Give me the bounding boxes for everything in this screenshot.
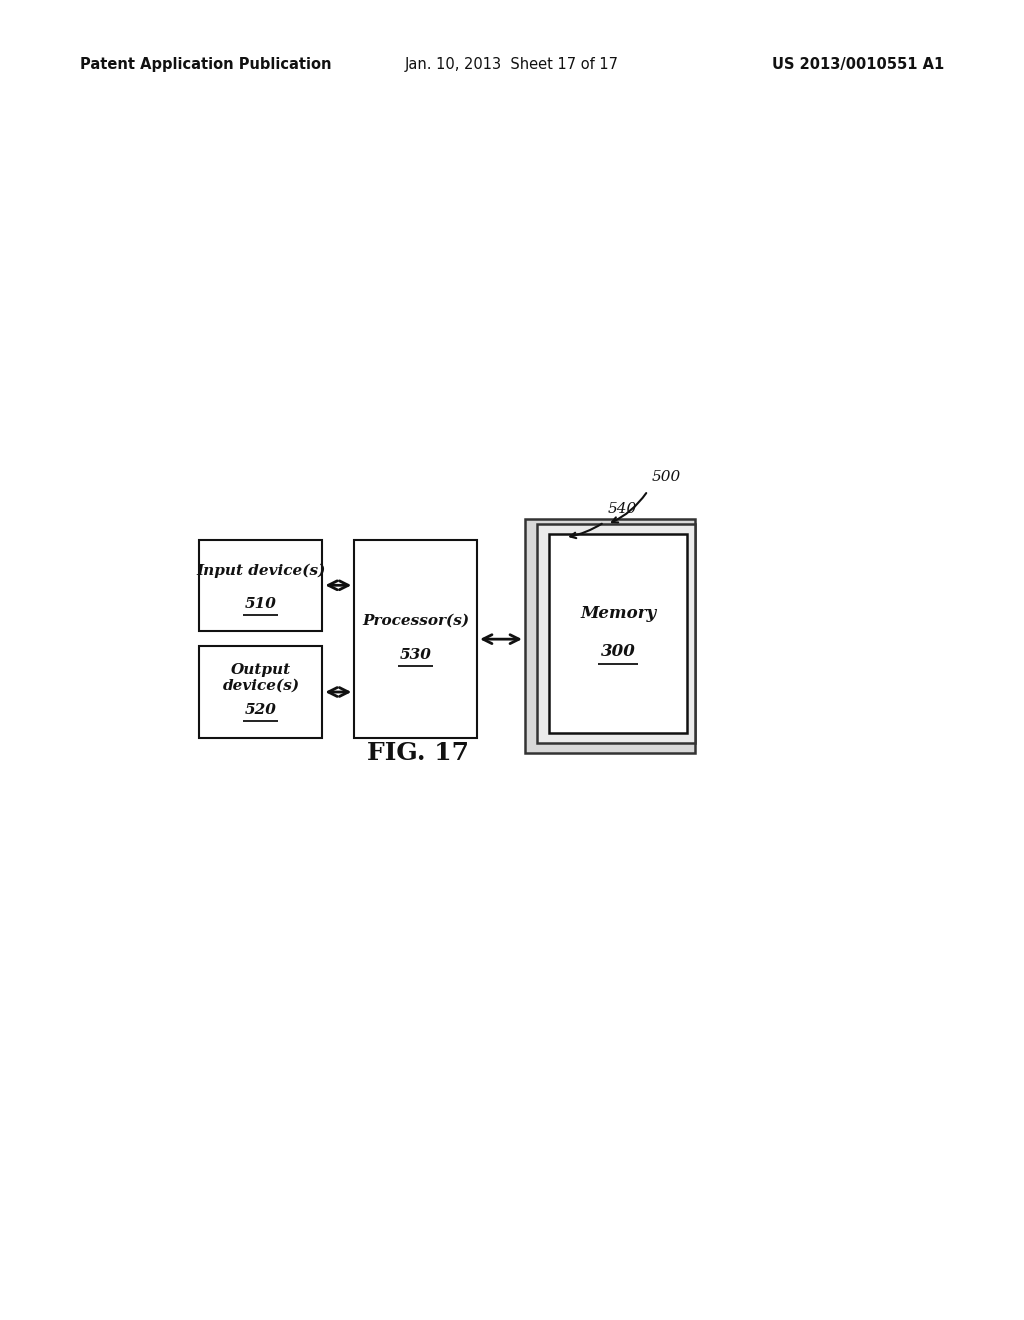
Text: device(s): device(s): [222, 678, 299, 693]
Text: 520: 520: [245, 704, 276, 717]
Text: US 2013/0010551 A1: US 2013/0010551 A1: [772, 57, 944, 71]
Bar: [549, 535, 687, 733]
Text: 300: 300: [601, 643, 636, 660]
Text: Input device(s): Input device(s): [197, 564, 326, 578]
Text: 540: 540: [607, 502, 637, 516]
Text: 530: 530: [399, 648, 432, 661]
Text: 500: 500: [652, 470, 681, 483]
Bar: [537, 524, 695, 743]
Bar: [354, 540, 477, 738]
Text: Patent Application Publication: Patent Application Publication: [80, 57, 332, 71]
Text: Memory: Memory: [580, 605, 656, 622]
Text: FIG. 17: FIG. 17: [367, 741, 469, 766]
Text: Processor(s): Processor(s): [362, 614, 469, 627]
Bar: [200, 647, 323, 738]
Text: Output: Output: [230, 663, 291, 677]
Text: 510: 510: [245, 597, 276, 611]
Text: Jan. 10, 2013  Sheet 17 of 17: Jan. 10, 2013 Sheet 17 of 17: [406, 57, 618, 71]
Bar: [200, 540, 323, 631]
Bar: [524, 519, 695, 752]
